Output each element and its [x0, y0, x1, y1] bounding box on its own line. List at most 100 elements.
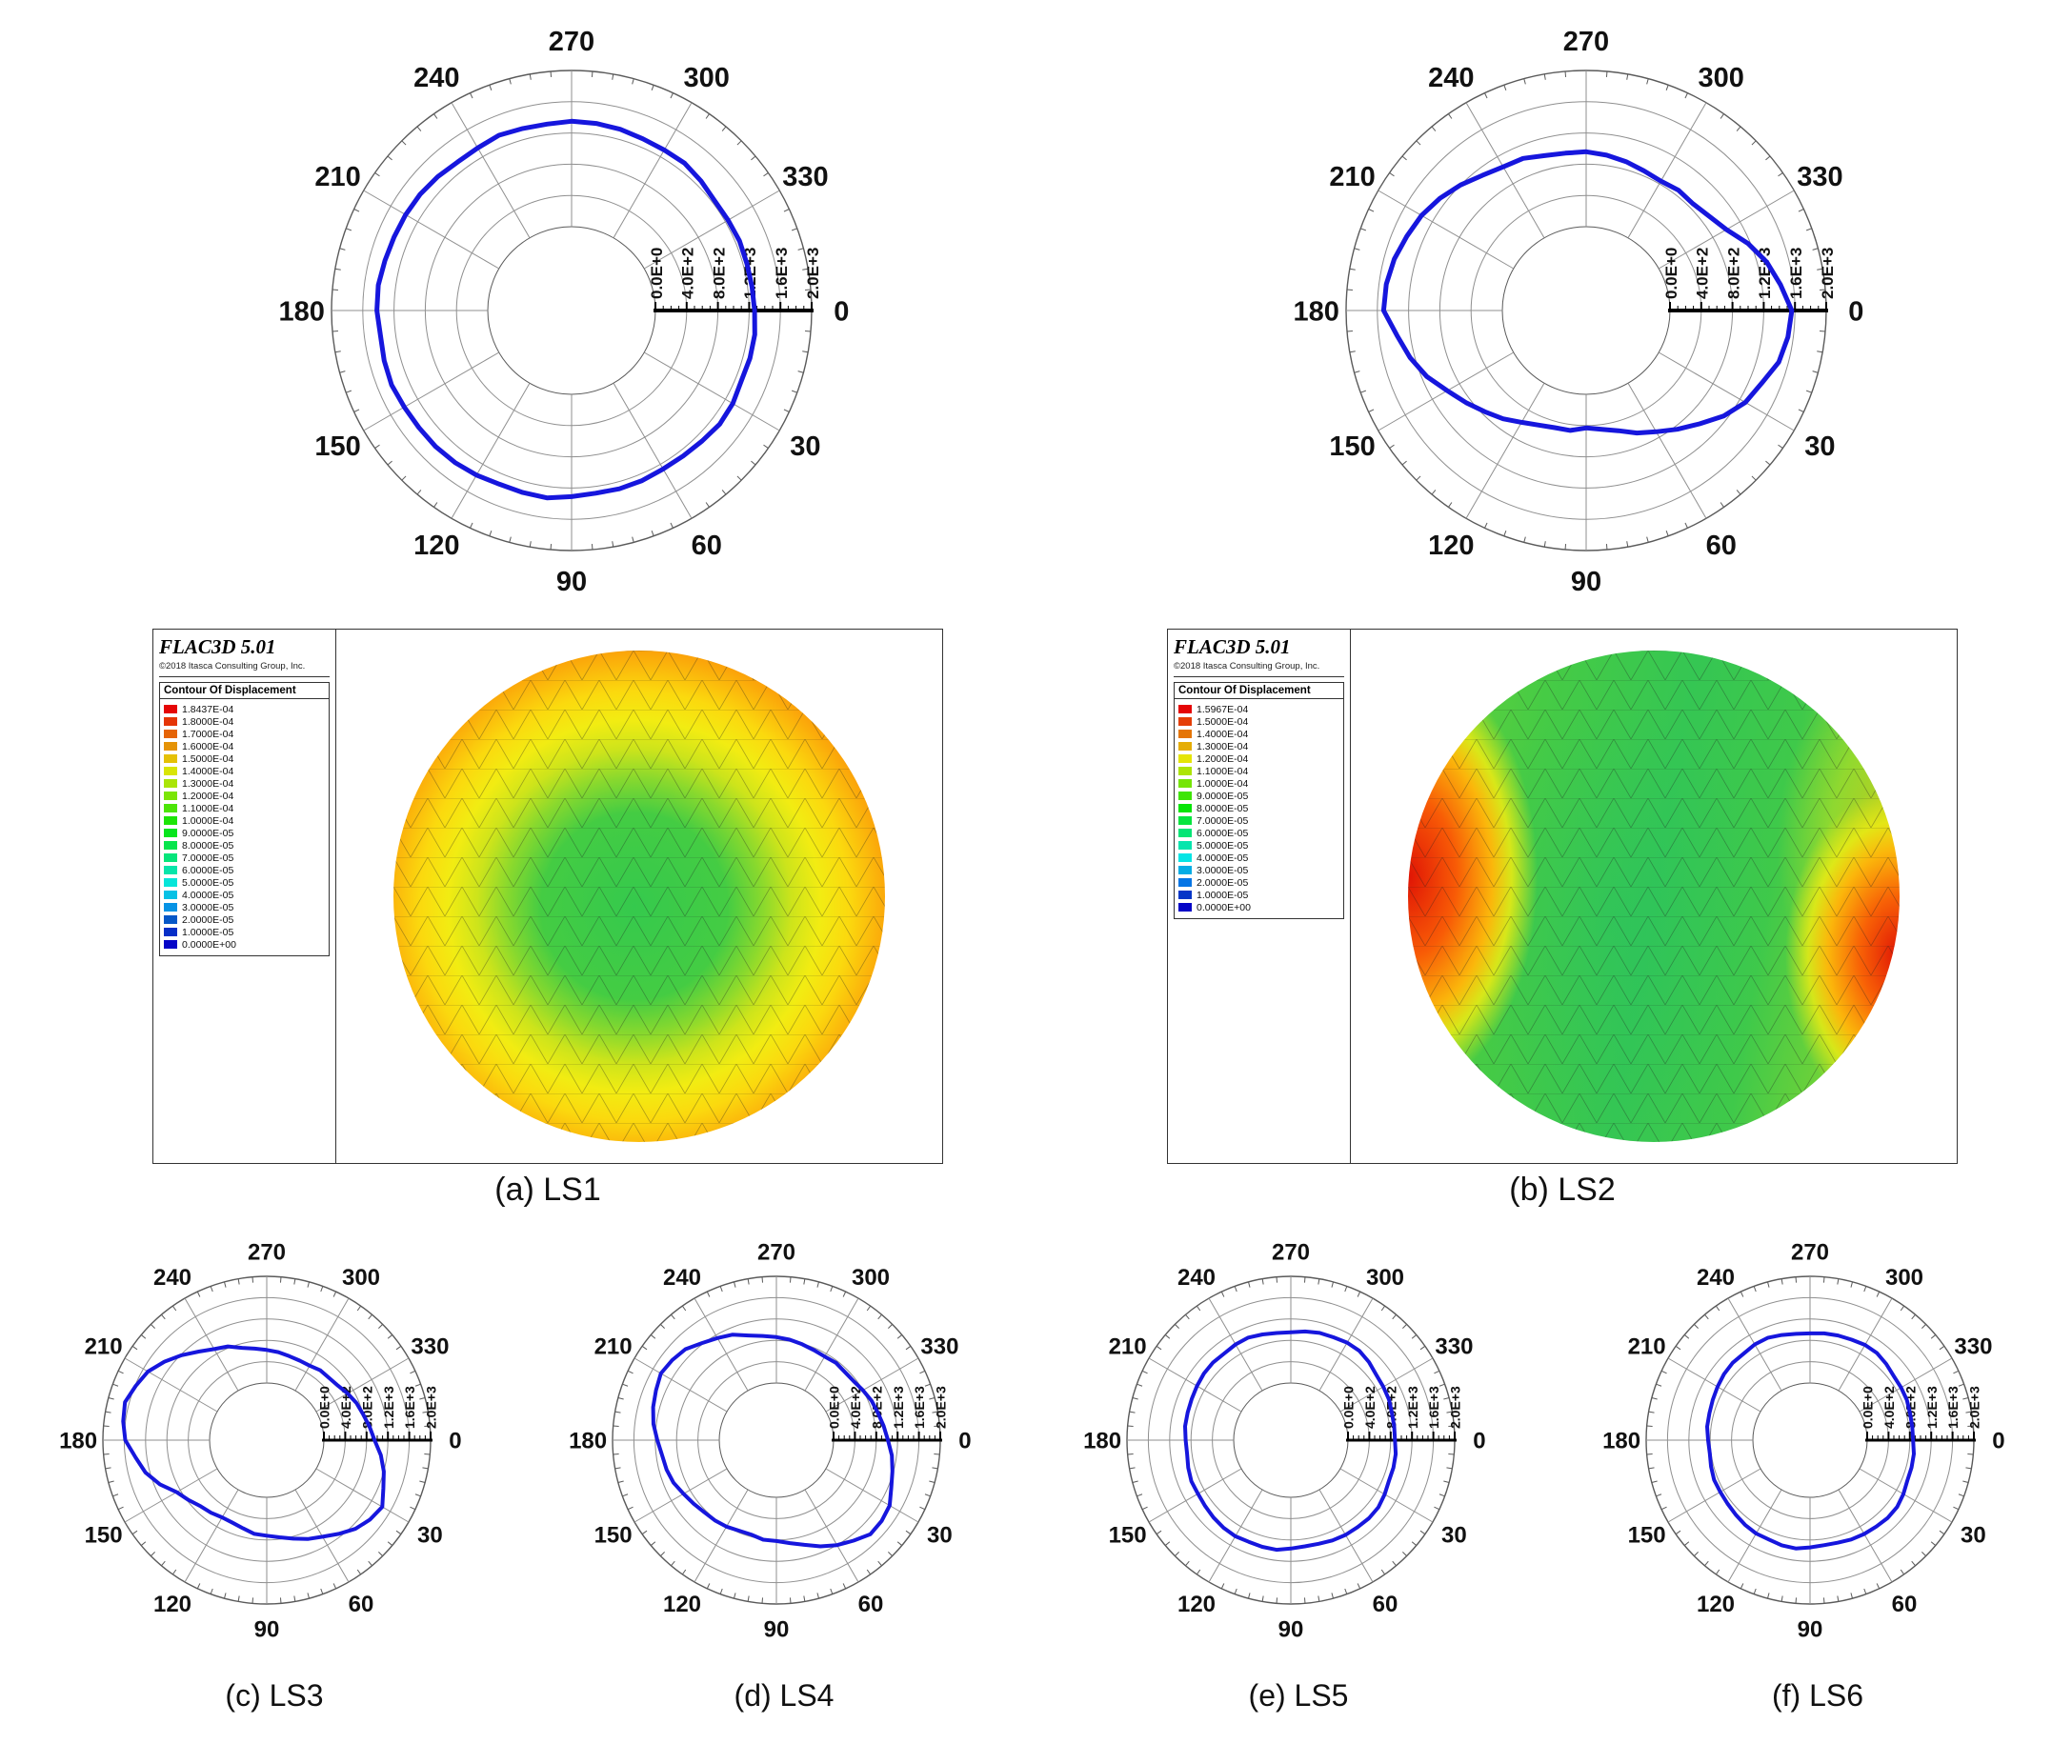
flac-copyright: ©2018 Itasca Consulting Group, Inc. [1174, 661, 1344, 677]
svg-text:30: 30 [1804, 431, 1835, 462]
polar-curve-ls3 [121, 1344, 386, 1541]
rim-ticks [332, 70, 812, 551]
flac-plot-area [336, 630, 942, 1163]
svg-text:240: 240 [413, 63, 459, 93]
svg-text:210: 210 [594, 1334, 633, 1360]
svg-text:270: 270 [549, 27, 594, 57]
legend-swatch [164, 717, 177, 726]
svg-text:2.0E+3: 2.0E+3 [934, 1386, 949, 1429]
svg-text:240: 240 [663, 1265, 701, 1291]
svg-text:0.0E+0: 0.0E+0 [648, 248, 666, 299]
caption-ls3: (c) LS3 [225, 1678, 324, 1713]
legend-swatch [164, 754, 177, 763]
svg-text:180: 180 [569, 1429, 607, 1454]
polar-curve-ls1 [374, 118, 757, 501]
svg-text:0.0E+0: 0.0E+0 [1861, 1386, 1876, 1429]
svg-text:1.2E+3: 1.2E+3 [1405, 1386, 1420, 1429]
svg-text:270: 270 [1272, 1240, 1310, 1266]
legend-row: 5.0000E-05 [1178, 839, 1339, 852]
svg-text:2.0E+3: 2.0E+3 [424, 1386, 439, 1429]
svg-text:90: 90 [1571, 567, 1601, 597]
svg-text:60: 60 [1373, 1592, 1398, 1617]
svg-text:60: 60 [349, 1592, 374, 1617]
legend-rows: 1.5967E-04 1.5000E-04 1.4000E-04 1.3000E-04… [1175, 699, 1343, 918]
legend-row: 0.0000E+00 [1178, 901, 1339, 913]
svg-text:150: 150 [1329, 431, 1375, 462]
svg-text:180: 180 [1602, 1429, 1640, 1454]
svg-text:300: 300 [1885, 1265, 1923, 1291]
legend-swatch [1178, 816, 1192, 825]
svg-text:240: 240 [153, 1265, 191, 1291]
legend-swatch [1178, 804, 1192, 812]
mesh-overlay [1408, 651, 1900, 1142]
svg-text:30: 30 [1961, 1523, 1986, 1549]
svg-text:180: 180 [1294, 296, 1339, 327]
legend-swatch [164, 928, 177, 936]
angle-labels: 0 30 60 90 120 150 180 210 240 270 300 330 [569, 1240, 972, 1643]
svg-text:240: 240 [1428, 63, 1474, 93]
svg-text:4.0E+2: 4.0E+2 [1362, 1386, 1378, 1429]
polar-curve-ls6 [1705, 1331, 1916, 1551]
angle-labels: 0 30 60 90 120 150 180 210 240 270 300 330 [59, 1240, 462, 1643]
legend-swatch [164, 804, 177, 812]
svg-text:0.0E+0: 0.0E+0 [827, 1386, 842, 1429]
svg-text:90: 90 [1278, 1617, 1304, 1643]
svg-text:150: 150 [85, 1523, 123, 1549]
legend-row: 1.5000E-04 [164, 752, 325, 765]
legend-swatch [164, 866, 177, 874]
legend-row: 1.2000E-04 [164, 790, 325, 802]
svg-text:1.6E+3: 1.6E+3 [773, 248, 791, 299]
svg-text:150: 150 [314, 431, 360, 462]
legend-swatch [1178, 891, 1192, 899]
legend-row: 0.0000E+00 [164, 938, 325, 951]
svg-text:30: 30 [1441, 1523, 1467, 1549]
svg-text:120: 120 [413, 531, 459, 561]
contour-plot-ls1 [393, 651, 885, 1142]
legend-swatch [1178, 779, 1192, 788]
svg-text:90: 90 [556, 567, 587, 597]
legend-row: 6.0000E-05 [164, 864, 325, 876]
legend-row: 1.0000E-05 [1178, 889, 1339, 901]
radial-axis [654, 302, 814, 312]
legend-row: 2.0000E-05 [164, 913, 325, 926]
legend-value: 0.0000E+00 [1197, 901, 1251, 913]
legend-row: 4.0000E-05 [1178, 852, 1339, 864]
svg-text:90: 90 [1798, 1617, 1823, 1643]
legend-value: 1.1000E-04 [1197, 765, 1249, 777]
legend-title: Contour Of Displacement [1175, 683, 1343, 699]
legend-row: 1.4000E-04 [1178, 728, 1339, 740]
svg-text:8.0E+2: 8.0E+2 [710, 248, 728, 299]
svg-text:30: 30 [927, 1523, 953, 1549]
svg-text:270: 270 [248, 1240, 286, 1266]
svg-text:1.2E+3: 1.2E+3 [1924, 1386, 1940, 1429]
angle-labels: 0 30 60 90 120 150 180 210 240 270 300 330 [1083, 1240, 1486, 1643]
legend-swatch [164, 853, 177, 862]
legend-row: 7.0000E-05 [1178, 814, 1339, 827]
legend-swatch [1178, 903, 1192, 912]
legend-value: 1.0000E-05 [1197, 889, 1249, 901]
legend-value: 4.0000E-05 [1197, 852, 1249, 864]
svg-text:2.0E+3: 2.0E+3 [1448, 1386, 1463, 1429]
angle-labels: 0 30 60 90 120 150 180 210 240 270 300 330 [1294, 27, 1864, 597]
polar-chart-ls5: 0 30 60 90 120 150 180 210 240 270 300 330 0.0E+0 4.0… [1041, 1229, 1556, 1681]
legend-value: 1.2000E-04 [1197, 752, 1249, 765]
legend-row: 3.0000E-05 [1178, 864, 1339, 876]
svg-text:1.2E+3: 1.2E+3 [381, 1386, 396, 1429]
legend-swatch [1178, 866, 1192, 874]
legend-swatch [1178, 742, 1192, 751]
svg-text:60: 60 [858, 1592, 884, 1617]
legend-value: 1.8000E-04 [182, 715, 234, 728]
svg-text:150: 150 [594, 1523, 633, 1549]
legend-row: 9.0000E-05 [1178, 790, 1339, 802]
svg-text:1.2E+3: 1.2E+3 [891, 1386, 906, 1429]
legend-row: 7.0000E-05 [164, 852, 325, 864]
legend-swatch [164, 915, 177, 924]
svg-text:180: 180 [59, 1429, 97, 1454]
svg-text:270: 270 [1563, 27, 1609, 57]
radial-tick-labels: 0.0E+0 4.0E+2 8.0E+2 1.2E+3 1.6E+3 2.0E+3 [648, 248, 822, 299]
legend-swatch [164, 779, 177, 788]
polar-chart-ls4: 0 30 60 90 120 150 180 210 240 270 300 330 0.0E+0 4.0… [527, 1229, 1041, 1681]
radial-axis [1865, 1432, 1976, 1442]
